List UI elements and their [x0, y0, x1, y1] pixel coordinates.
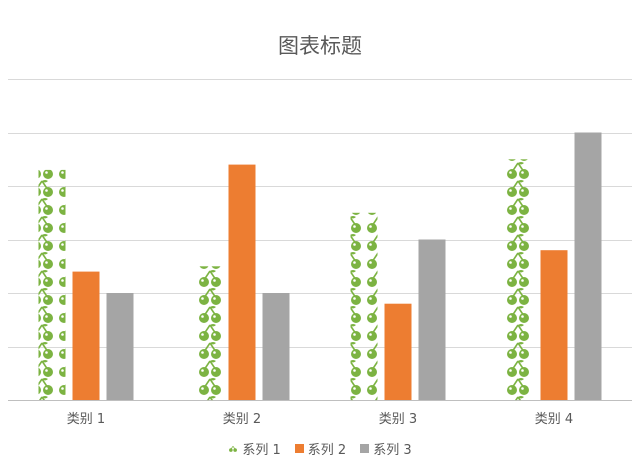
legend-item-series1: 系列 1: [228, 439, 281, 458]
bar-series1-cat2: [194, 266, 222, 401]
bar-series2-cat1: [72, 271, 100, 400]
bar-series3-cat4: [574, 132, 602, 400]
bar-series1-cat3: [350, 212, 378, 401]
legend-label: 系列 1: [242, 443, 281, 458]
bar-series1-cat1: [38, 169, 66, 400]
gridlines: [8, 79, 632, 401]
legend-swatch: [360, 444, 370, 453]
cherry-icon: [229, 445, 238, 452]
x-tick-label: 类别 4: [535, 412, 573, 427]
bar-series2-cat3: [384, 303, 412, 400]
x-tick-label: 类别 2: [223, 412, 261, 427]
bar-series2-cat4: [540, 250, 568, 400]
bar-series3-cat2: [262, 293, 290, 400]
legend-label: 系列 2: [307, 443, 347, 458]
x-tick-labels: 类别 1 类别 2 类别 3 类别 4: [67, 412, 573, 427]
legend-label: 系列 3: [373, 443, 412, 458]
bar-series2-cat2: [228, 164, 256, 400]
chart-title: 图表标题: [278, 34, 362, 58]
x-tick-label: 类别 1: [67, 412, 105, 427]
bars: [38, 132, 602, 401]
legend-swatch: [294, 444, 304, 453]
legend: 系列 1 系列 2 系列 3: [0, 439, 640, 458]
legend-item-series3: 系列 3: [360, 439, 412, 458]
legend-item-series2: 系列 2: [294, 439, 347, 458]
bar-series1-cat4: [506, 159, 534, 401]
bar-series3-cat3: [418, 239, 446, 400]
x-tick-label: 类别 3: [379, 412, 417, 427]
bar-series3-cat1: [106, 293, 134, 400]
